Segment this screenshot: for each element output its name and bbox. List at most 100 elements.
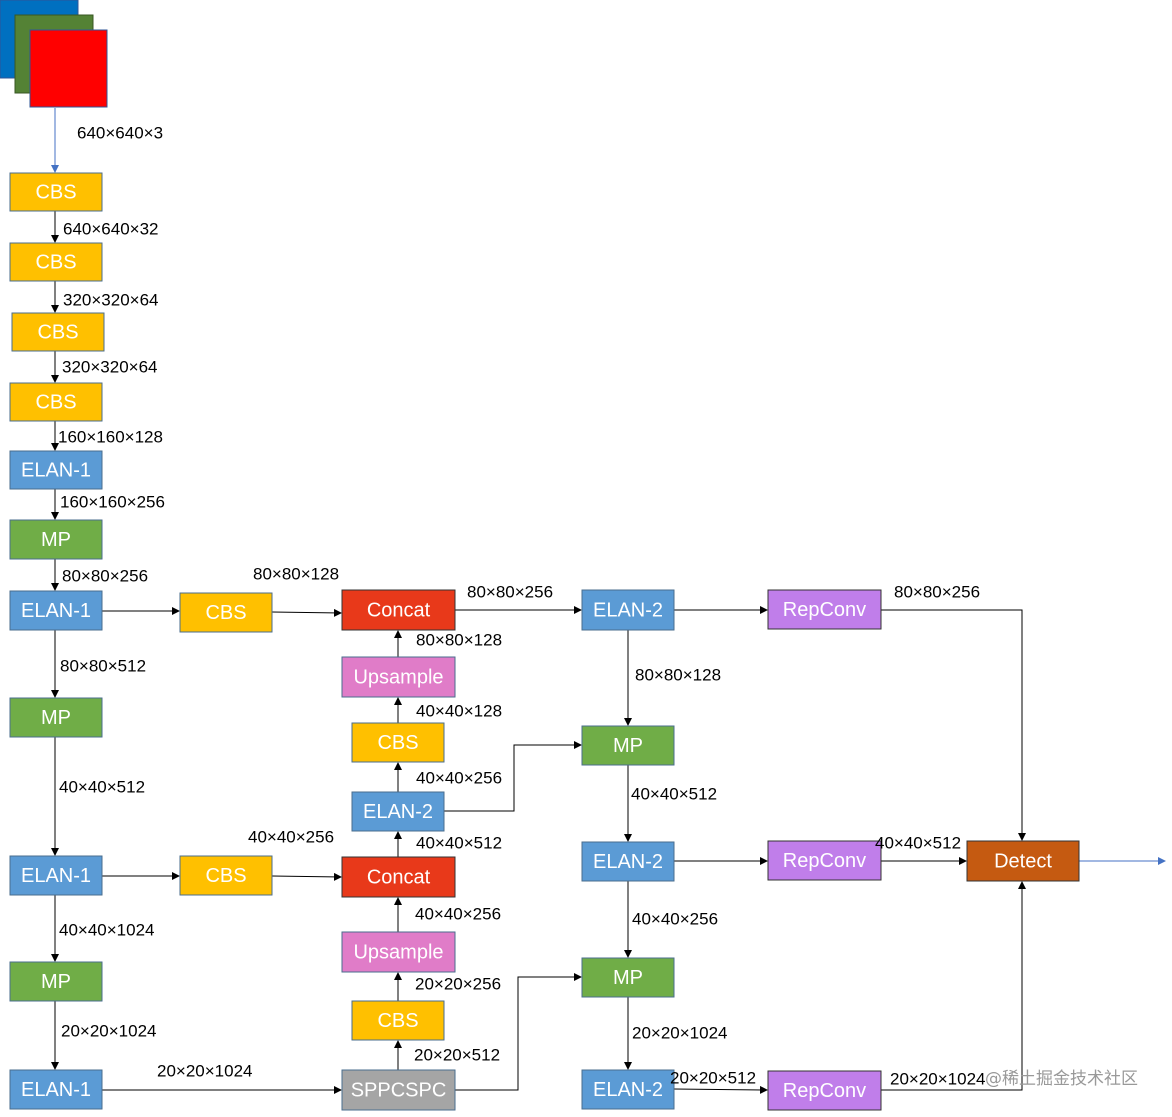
node-label: CBS [35, 181, 76, 203]
node-box [966, 840, 1080, 882]
edge-label: 40×40×256 [248, 827, 334, 846]
node-box [9, 1069, 103, 1110]
node-box [767, 840, 882, 881]
node-label: ELAN-1 [21, 1079, 91, 1101]
node-label: MP [41, 707, 71, 729]
nodes: CBS CBS CBS CBS ELAN-1 MP ELAN-1 MP ELAN-1 MP ELAN… [9, 172, 1080, 1111]
edge-label: 40×40×512 [416, 833, 502, 852]
edge-label: 80×80×128 [253, 564, 339, 583]
edge-label: 20×20×1024 [157, 1061, 253, 1080]
node-label: RepConv [783, 1080, 866, 1102]
node-box [341, 656, 456, 698]
node-label: Concat [367, 599, 431, 621]
node-label: CBS [377, 732, 418, 754]
edge-label: 640×640×3 [77, 123, 163, 142]
node-box [9, 450, 103, 490]
edge-label: 80×80×512 [60, 656, 146, 675]
node-label: MP [41, 529, 71, 551]
edge-label: 40×40×256 [415, 904, 501, 923]
node-box [341, 1069, 456, 1111]
node-box [581, 725, 675, 766]
edge-label: 20×20×1024 [61, 1021, 157, 1040]
node-box [767, 589, 882, 630]
node-box [9, 382, 103, 422]
edge-label: 40×40×1024 [59, 920, 155, 939]
node-label: ELAN-2 [593, 1079, 663, 1101]
edge-label: 40×40×256 [632, 909, 718, 928]
node-box [351, 791, 445, 832]
node-label: RepConv [783, 850, 866, 872]
node-box [581, 957, 675, 998]
node-box [9, 961, 103, 1002]
node-label: CBS [35, 251, 76, 273]
edge-label: 160×160×128 [58, 427, 163, 446]
edge-label: 80×80×128 [635, 665, 721, 684]
arrow [881, 881, 1026, 1091]
node-box [351, 1000, 445, 1041]
edge-label: 20×20×1024 [890, 1069, 986, 1088]
node-label: CBS [205, 865, 246, 887]
node-label: Concat [367, 866, 431, 888]
edge-label: 40×40×512 [59, 777, 145, 796]
node-label: MP [613, 735, 643, 757]
node-box [341, 856, 456, 898]
node-box [581, 1069, 675, 1110]
node-box [581, 589, 675, 631]
node-label: CBS [35, 391, 76, 413]
node-box [341, 931, 456, 973]
edges [51, 108, 1166, 1094]
node-box [11, 312, 105, 352]
edge-label: 640×640×32 [63, 219, 159, 238]
node-label: CBS [377, 1010, 418, 1032]
node-label: ELAN-2 [593, 851, 663, 873]
node-label: ELAN-2 [593, 599, 663, 621]
node-label: MP [41, 971, 71, 993]
node-label: ELAN-1 [21, 459, 91, 481]
input-channel [29, 29, 108, 108]
node-label: Upsample [353, 941, 443, 963]
node-box [9, 697, 103, 738]
edge-label: 320×320×64 [62, 357, 158, 376]
edge-label: 40×40×512 [875, 833, 961, 852]
edge-label: 20×20×1024 [632, 1023, 728, 1042]
node-label: SPPCSPC [351, 1079, 447, 1101]
node-label: CBS [37, 321, 78, 343]
node-box [767, 1070, 882, 1111]
arrow [455, 973, 582, 1091]
edge-label: 20×20×256 [415, 974, 501, 993]
node-box [9, 590, 103, 631]
node-box [581, 841, 675, 882]
node-label: Detect [994, 850, 1052, 872]
node-box [9, 242, 103, 282]
node-box [9, 519, 103, 560]
node-label: Upsample [353, 666, 443, 688]
edge-label: 160×160×256 [60, 492, 165, 511]
node-label: MP [613, 967, 643, 989]
edge-label: 80×80×128 [416, 630, 502, 649]
arrow [881, 609, 1026, 841]
arrow [444, 741, 582, 812]
edge-label: 20×20×512 [414, 1045, 500, 1064]
edge-label: 320×320×64 [63, 290, 159, 309]
node-label: ELAN-1 [21, 865, 91, 887]
arrow [271, 872, 342, 881]
labels: 640×640×3 640×640×32 320×320×64 320×320×64 1… [58, 123, 986, 1088]
node-box [351, 722, 445, 763]
watermark: @稀土掘金技术社区 [985, 1069, 1138, 1089]
edge-label: 80×80×256 [62, 566, 148, 585]
edge-label: 20×20×512 [670, 1068, 756, 1087]
arrow [271, 608, 342, 617]
node-label: ELAN-1 [21, 600, 91, 622]
arrow [673, 1085, 768, 1094]
edge-label: 80×80×256 [894, 582, 980, 601]
node-box [9, 855, 103, 896]
edge-label: 40×40×128 [416, 701, 502, 720]
edge-label: 80×80×256 [467, 582, 553, 601]
node-box [179, 592, 273, 633]
edge-label: 40×40×512 [631, 784, 717, 803]
node-box [179, 855, 273, 896]
node-box [341, 589, 456, 631]
node-label: ELAN-2 [363, 801, 433, 823]
